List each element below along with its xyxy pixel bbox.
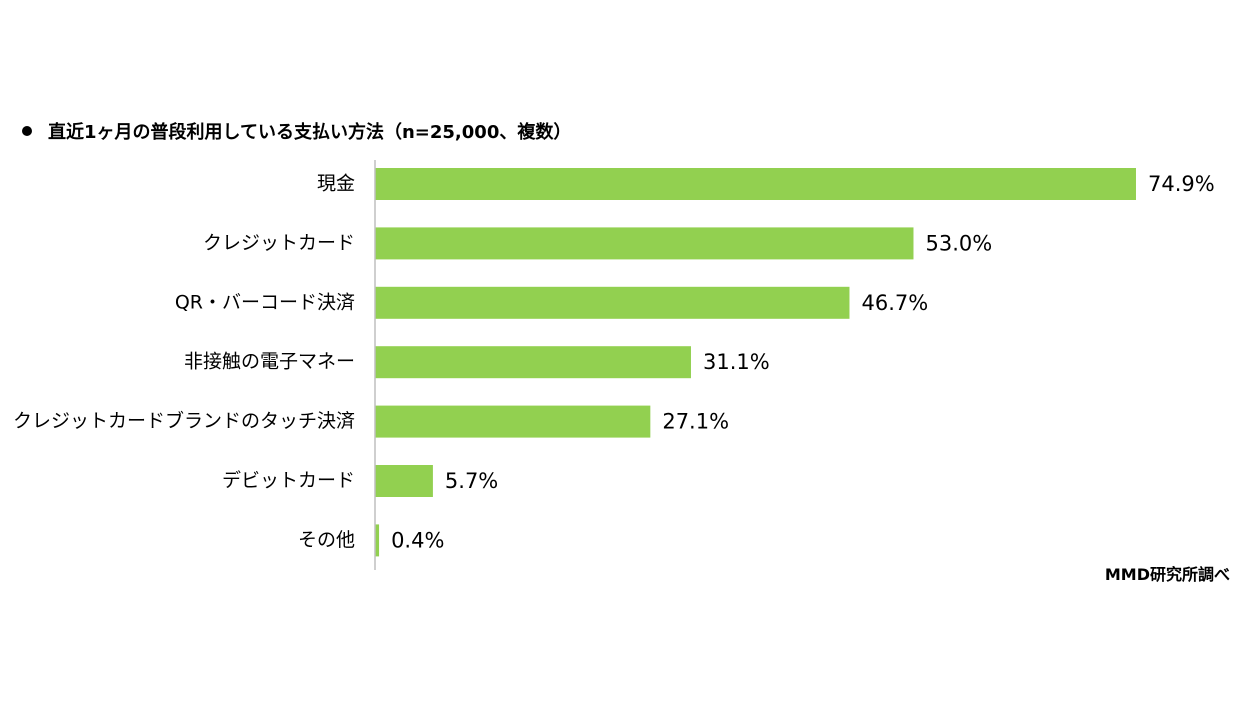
category-label: その他	[298, 529, 355, 551]
data-label: 5.7%	[445, 469, 498, 493]
bar	[375, 405, 651, 438]
category-label: 現金	[317, 173, 355, 195]
category-label: クレジットカードブランドのタッチ決済	[13, 409, 355, 432]
category-label: クレジットカード	[203, 232, 355, 254]
category-label: QR・バーコード決済	[175, 291, 355, 313]
data-label: 27.1%	[662, 410, 729, 434]
bar	[375, 227, 914, 260]
bullet-icon	[22, 126, 32, 136]
bar	[375, 465, 433, 497]
data-label: 53.0%	[925, 231, 992, 255]
data-label: 0.4%	[391, 528, 444, 552]
bar	[375, 524, 380, 557]
data-label: 31.1%	[703, 350, 770, 374]
bar	[375, 286, 850, 319]
chart-title-text: 直近1ヶ月の普段利用している支払い方法（n=25,000、複数）	[48, 122, 572, 143]
data-label: 46.7%	[861, 291, 928, 315]
source-label: MMD研究所調べ	[1104, 565, 1230, 584]
bar	[375, 346, 691, 379]
category-label: デビットカード	[222, 470, 355, 492]
category-label: 非接触の電子マネー	[184, 351, 355, 373]
bar	[375, 168, 1136, 200]
chart-title: 直近1ヶ月の普段利用している支払い方法（n=25,000、複数）	[22, 119, 571, 147]
data-label: 74.9%	[1148, 172, 1215, 196]
